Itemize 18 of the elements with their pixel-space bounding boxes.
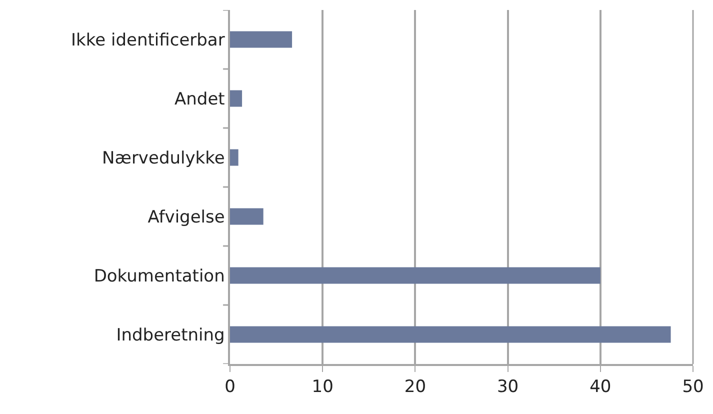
x-tick-label: 40 — [590, 377, 612, 398]
x-tick-label: 20 — [404, 377, 426, 398]
y-tick-label: Afvigelse — [148, 207, 225, 228]
bar — [230, 90, 242, 107]
bar — [230, 149, 238, 166]
x-tick-label: 0 — [224, 377, 236, 398]
bar — [230, 31, 292, 48]
bar — [230, 208, 264, 225]
x-tick-label: 30 — [496, 377, 519, 398]
y-tick-label: Indberetning — [116, 325, 225, 346]
y-tick-label: Ikke identificerbar — [71, 30, 225, 50]
x-tick-label: 50 — [682, 377, 704, 398]
y-tick-label: Dokumentation — [94, 266, 225, 286]
bar — [230, 267, 600, 284]
y-tick-label: Andet — [174, 89, 226, 110]
y-tick-label: Nærvedulykke — [102, 148, 225, 168]
x-tick-label: 10 — [312, 377, 334, 398]
bar — [230, 326, 671, 343]
